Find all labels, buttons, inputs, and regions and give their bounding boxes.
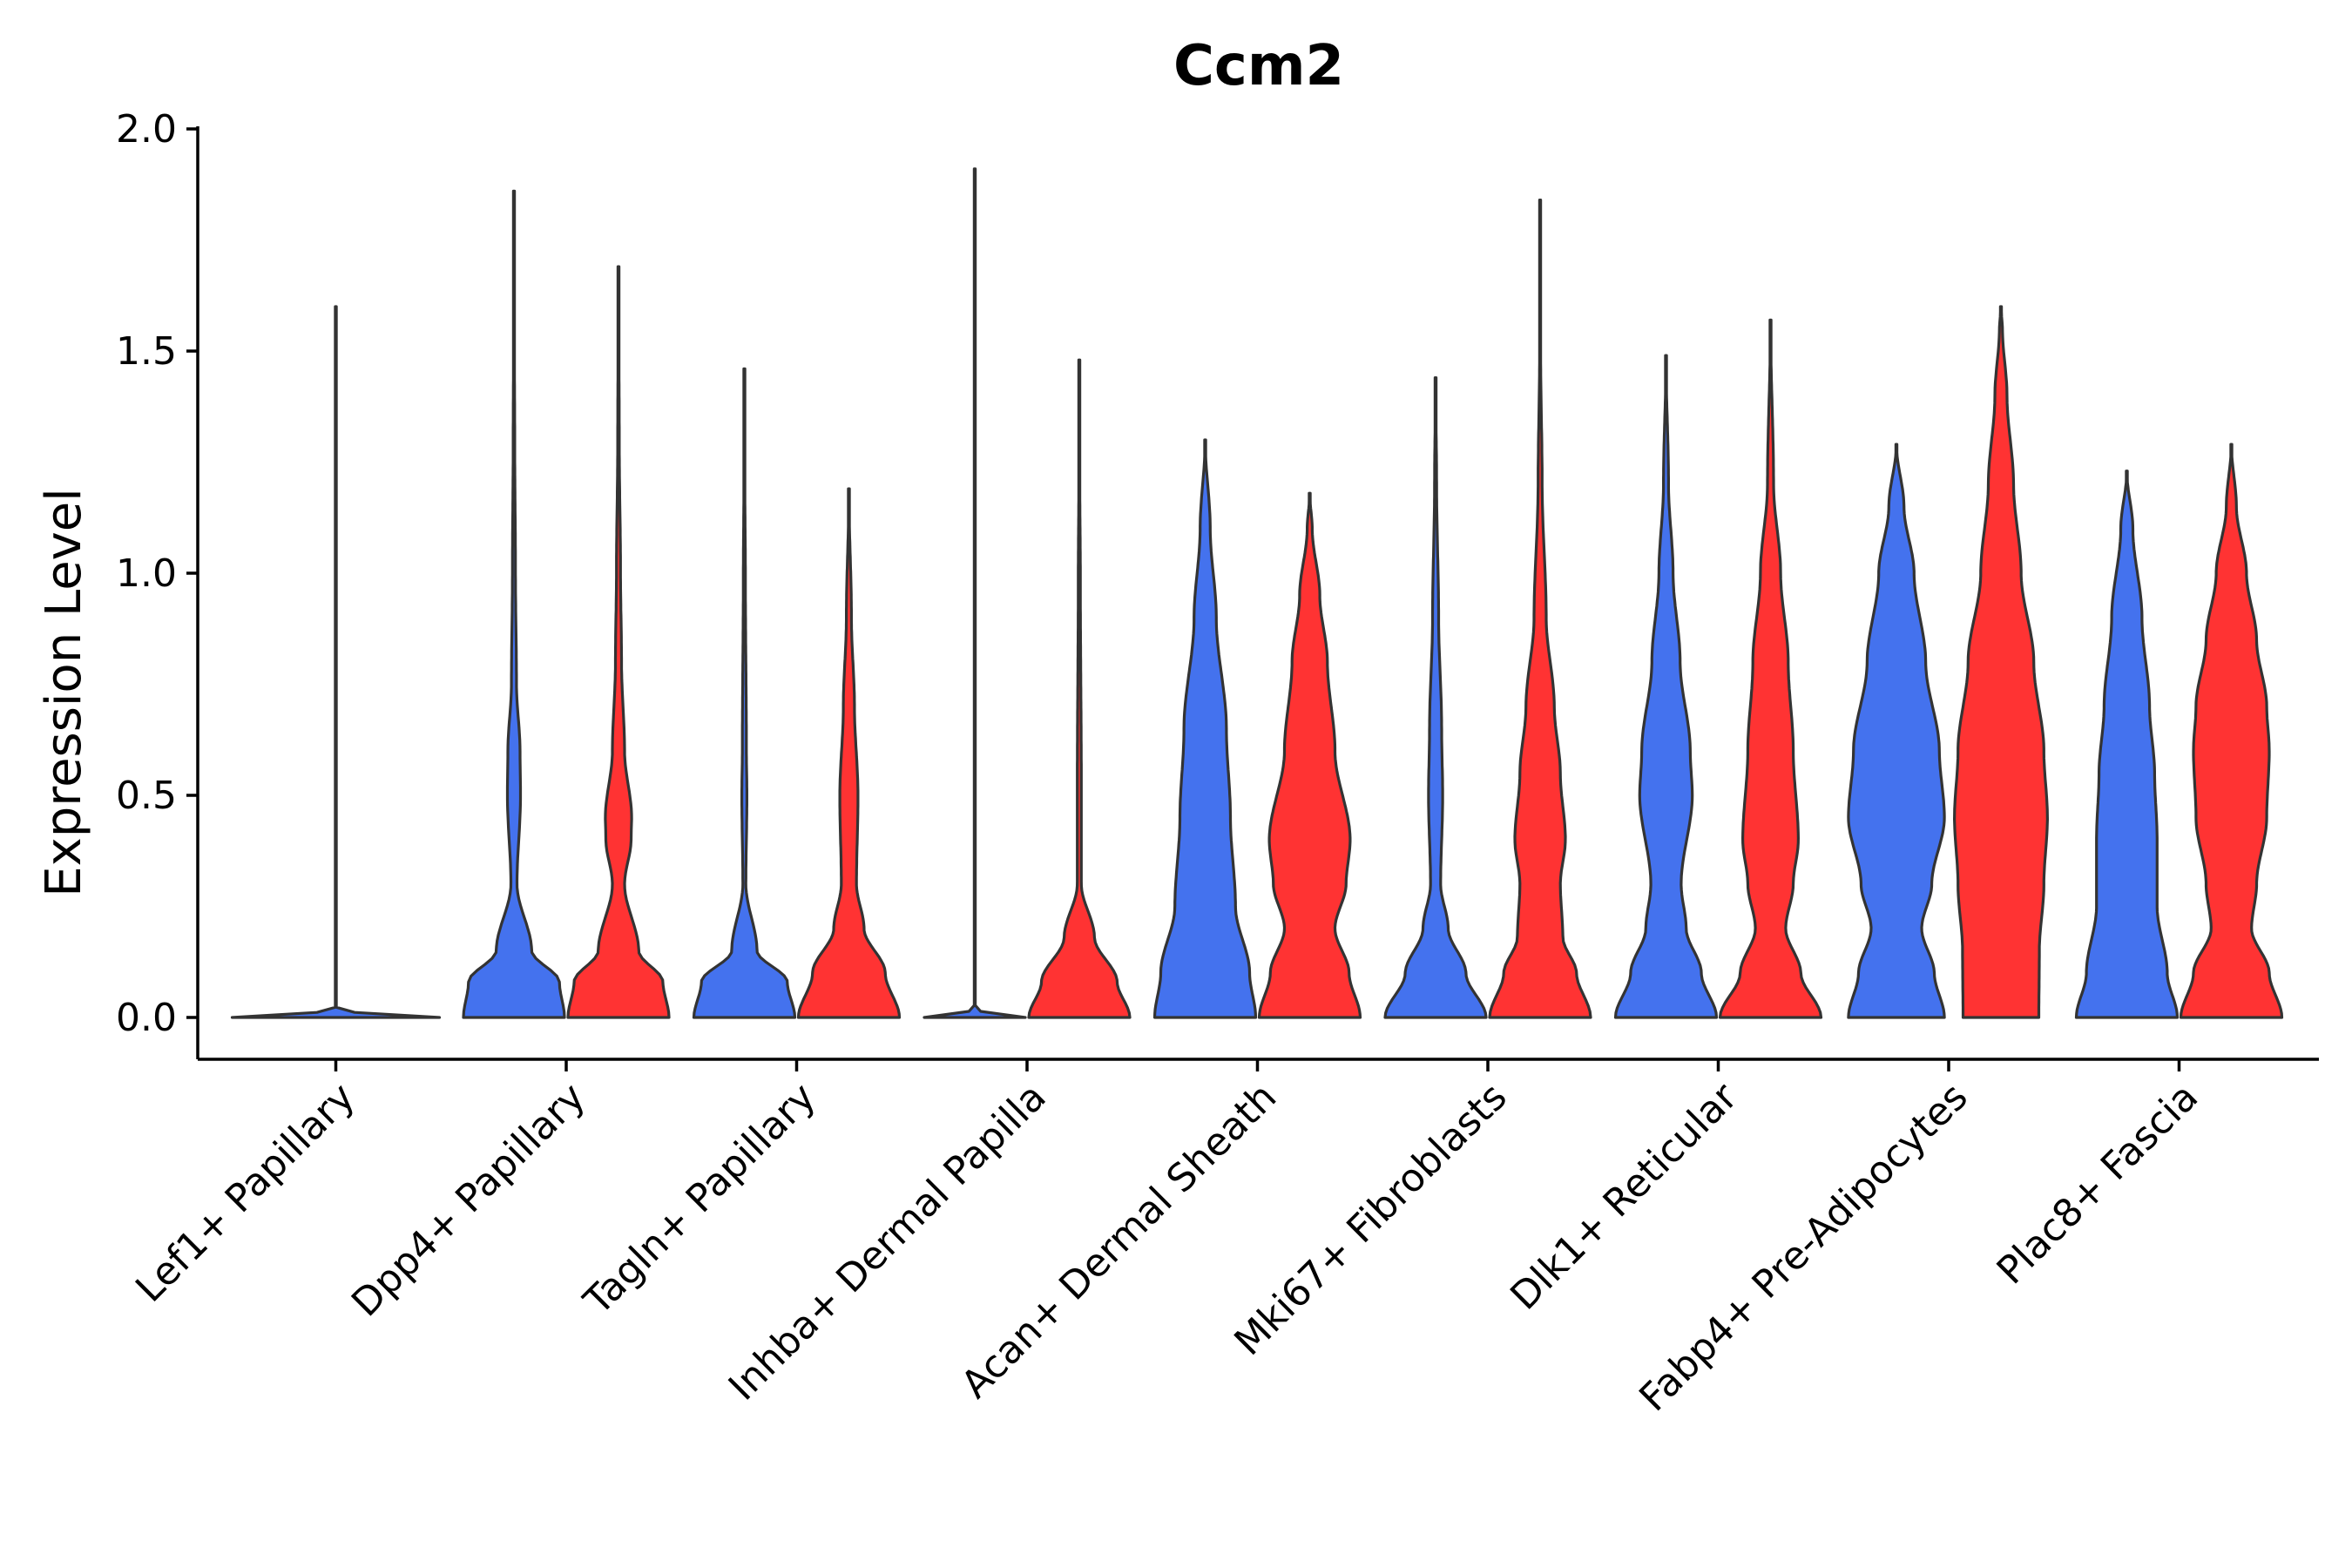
y-tick-label: 1.5: [116, 329, 177, 374]
violin-group1: [1152, 438, 1258, 1019]
violin-group2: [1953, 305, 2049, 1019]
x-tick-label: Lef1+ Papillary: [127, 1075, 363, 1311]
violin-group1: [230, 305, 442, 1019]
violin-group2: [566, 265, 671, 1019]
violin-group1: [2074, 470, 2180, 1019]
violin-group1: [462, 189, 566, 1019]
chart-title: Ccm2: [1173, 34, 1344, 98]
violin-group1: [692, 367, 797, 1019]
y-tick-label: 2.0: [116, 107, 177, 152]
y-tick-label: 1.0: [116, 551, 177, 596]
violin-group2: [2179, 443, 2284, 1019]
y-axis-label: Expression Level: [36, 488, 92, 897]
violin-group: [230, 167, 2284, 1019]
x-tick-label: Tagln+ Papillary: [575, 1075, 824, 1324]
y-tick-label: 0.5: [116, 774, 177, 818]
y-ticks: 0.0 0.5 1.0 1.5 2.0: [116, 107, 198, 1040]
x-tick-label: Dpp4+ Papillary: [343, 1075, 594, 1326]
violin-group1: [1613, 354, 1719, 1019]
violin-group2: [796, 487, 902, 1019]
violin-group1: [1847, 443, 1946, 1019]
violin-group2: [1027, 358, 1132, 1019]
violin-group1: [923, 167, 1027, 1019]
x-tick-label: Dlk1+ Reticular: [1502, 1074, 1747, 1319]
violin-group2: [1257, 491, 1362, 1019]
y-tick-label: 0.0: [116, 996, 177, 1040]
violin-group2: [1488, 199, 1592, 1019]
violin-group2: [1718, 318, 1823, 1019]
x-tick-label: Plac8+ Fascia: [1989, 1075, 2207, 1294]
violin-group1: [1383, 376, 1488, 1019]
